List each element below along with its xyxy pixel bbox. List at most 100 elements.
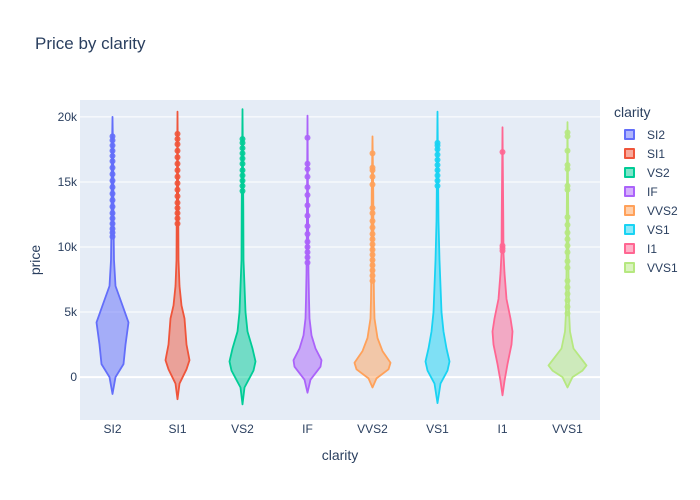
outlier-point xyxy=(109,158,116,165)
outlier-point xyxy=(564,284,571,291)
legend-label: SI1 xyxy=(647,146,666,161)
outlier-point xyxy=(174,220,181,227)
outlier-point xyxy=(109,147,116,154)
outlier-point xyxy=(564,249,571,256)
outlier-point xyxy=(109,184,116,191)
outlier-point xyxy=(239,188,246,195)
outlier-point xyxy=(304,184,311,191)
outlier-point xyxy=(239,167,246,174)
outlier-point xyxy=(434,177,441,184)
outlier-point xyxy=(239,155,246,162)
outlier-point xyxy=(174,147,181,154)
outlier-point xyxy=(174,199,181,206)
outlier-point xyxy=(304,173,311,180)
legend-item-si1[interactable]: SI1 xyxy=(614,144,678,163)
outlier-point xyxy=(434,182,441,189)
violin-body xyxy=(95,116,130,395)
y-tick-label: 0 xyxy=(70,370,77,384)
outlier-point xyxy=(304,202,311,209)
legend-label: IF xyxy=(647,184,658,199)
legend-swatch xyxy=(624,205,635,216)
outlier-point xyxy=(109,203,116,210)
violin-vvs2 xyxy=(353,135,392,389)
outlier-point xyxy=(434,162,441,169)
x-tick-label: VVS2 xyxy=(357,422,388,436)
outlier-point xyxy=(369,272,376,279)
outlier-point xyxy=(564,258,571,265)
outlier-point xyxy=(564,242,571,249)
legend-swatch xyxy=(624,167,635,178)
legend-swatch xyxy=(624,243,635,254)
legend: clarity SI2 SI1 VS2 IF VVS2 VS1 I1 VVS1 xyxy=(614,104,678,277)
legend-label: I1 xyxy=(647,241,658,256)
outlier-point xyxy=(239,177,246,184)
legend-item-i1[interactable]: I1 xyxy=(614,239,678,258)
outlier-point xyxy=(239,182,246,189)
legend-swatch xyxy=(624,186,635,197)
outlier-point xyxy=(109,215,116,222)
outlier-point xyxy=(564,129,571,136)
outlier-point xyxy=(239,160,246,167)
legend-item-vs1[interactable]: VS1 xyxy=(614,220,678,239)
outlier-point xyxy=(434,151,441,158)
legend-label: SI2 xyxy=(647,127,666,142)
outlier-point xyxy=(369,230,376,237)
outlier-point xyxy=(109,142,116,149)
legend-title: clarity xyxy=(614,104,651,120)
outlier-point xyxy=(174,186,181,193)
outlier-point xyxy=(434,139,441,146)
outlier-point xyxy=(564,264,571,271)
outlier-point xyxy=(564,236,571,243)
outlier-point xyxy=(369,251,376,258)
outlier-point xyxy=(174,204,181,211)
x-tick-label: VVS1 xyxy=(552,422,583,436)
violin-vs2 xyxy=(228,108,257,406)
outlier-point xyxy=(109,133,116,140)
outlier-point xyxy=(109,225,116,232)
outlier-point xyxy=(109,171,116,178)
violin-vvs1 xyxy=(547,121,588,389)
outlier-point xyxy=(434,167,441,174)
outlier-point xyxy=(369,236,376,243)
outlier-point xyxy=(109,164,116,171)
outlier-point xyxy=(304,223,311,230)
violin-body xyxy=(228,108,257,406)
outlier-point xyxy=(239,145,246,152)
outlier-point xyxy=(434,156,441,163)
legend-item-if[interactable]: IF xyxy=(614,182,678,201)
outlier-point xyxy=(239,150,246,157)
violin-if xyxy=(292,114,323,394)
x-tick-label: SI1 xyxy=(168,422,186,436)
outlier-point xyxy=(109,152,116,159)
legend-item-vvs1[interactable]: VVS1 xyxy=(614,258,678,277)
violin-body xyxy=(424,110,451,404)
outlier-point xyxy=(174,136,181,143)
outlier-point xyxy=(304,134,311,141)
outlier-point xyxy=(174,215,181,222)
outlier-point xyxy=(564,303,571,310)
outlier-point xyxy=(109,177,116,184)
outlier-point xyxy=(499,242,506,249)
x-tick-label: IF xyxy=(302,422,313,436)
y-tick-label: 5k xyxy=(64,305,78,319)
legend-item-vvs2[interactable]: VVS2 xyxy=(614,201,678,220)
outlier-point xyxy=(239,136,246,143)
legend-item-si2[interactable]: SI2 xyxy=(614,125,678,144)
legend-swatch xyxy=(624,129,635,140)
outlier-point xyxy=(174,180,181,187)
outlier-point xyxy=(174,210,181,217)
outlier-point xyxy=(369,277,376,284)
outlier-point xyxy=(304,259,311,266)
legend-label: VVS2 xyxy=(647,203,678,218)
x-tick-label: VS2 xyxy=(231,422,254,436)
legend-item-vs2[interactable]: VS2 xyxy=(614,163,678,182)
outlier-point xyxy=(369,181,376,188)
outlier-point xyxy=(174,173,181,180)
outlier-point xyxy=(304,160,311,167)
x-tick-label: I1 xyxy=(497,422,507,436)
outlier-point xyxy=(369,204,376,211)
chart-title: Price by clarity xyxy=(35,34,146,53)
violin-body xyxy=(164,110,191,401)
outlier-point xyxy=(564,290,571,297)
